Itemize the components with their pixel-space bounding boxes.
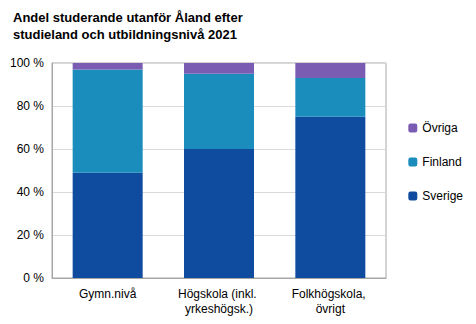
svg-text:100 %: 100 % (10, 56, 44, 70)
svg-text:Sverige: Sverige (422, 189, 463, 203)
svg-text:40 %: 40 % (17, 185, 45, 199)
svg-text:80 %: 80 % (17, 99, 45, 113)
svg-text:Gymn.nivå: Gymn.nivå (79, 287, 137, 301)
svg-text:studieland och utbildningsnivå: studieland och utbildningsnivå 2021 (13, 27, 237, 42)
svg-text:20 %: 20 % (17, 228, 45, 242)
svg-text:yrkeshögsk.): yrkeshögsk.) (185, 302, 253, 316)
svg-text:Andel studerande utanför Åland: Andel studerande utanför Åland efter (13, 10, 246, 25)
svg-text:Finland: Finland (422, 155, 461, 169)
svg-text:övrigt: övrigt (316, 302, 346, 316)
svg-text:Övriga: Övriga (422, 121, 458, 135)
svg-text:0 %: 0 % (23, 271, 44, 285)
svg-text:Högskola (inkl.: Högskola (inkl. (178, 287, 260, 301)
svg-text:60 %: 60 % (17, 142, 45, 156)
svg-text:Folkhögskola,: Folkhögskola, (292, 287, 369, 301)
